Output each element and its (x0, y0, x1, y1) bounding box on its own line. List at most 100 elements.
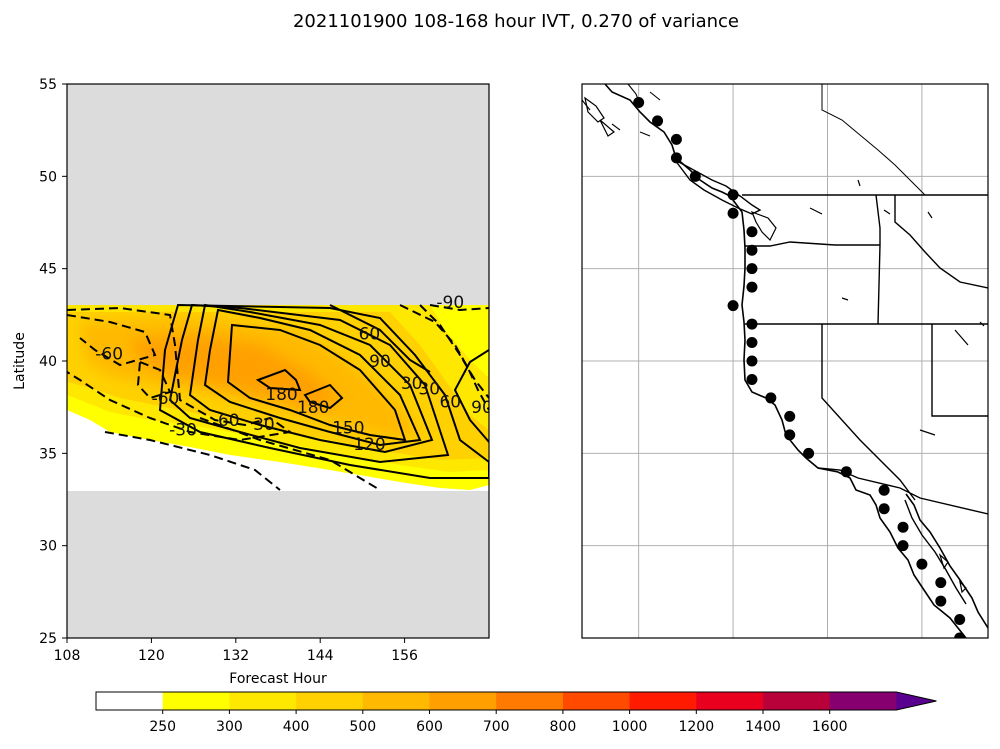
map-point (727, 189, 739, 201)
x-tick-label: 132 (222, 648, 249, 664)
map-point (652, 115, 664, 127)
x-tick-label: 144 (307, 648, 334, 664)
contour-negative-60-east (419, 304, 489, 399)
contour-positive-30-east (453, 349, 489, 443)
ivt-axis-ticks: 108 120 132 144 156 25 30 35 40 45 50 55 (39, 77, 418, 664)
colorbar-tick-label: 1600 (812, 719, 848, 735)
map-point (878, 484, 890, 496)
map-point (746, 318, 758, 330)
contour-label: 60 (218, 411, 240, 431)
contour-negative-90 (399, 304, 489, 411)
y-tick-label: 30 (39, 539, 57, 555)
map-point (935, 577, 947, 589)
contour-positive-150 (226, 323, 407, 442)
map-point (689, 170, 701, 182)
map-point (954, 632, 966, 638)
colorbar-segment (229, 692, 297, 710)
x-tick-label: 108 (54, 648, 81, 664)
y-tick-label: 50 (39, 169, 57, 185)
contour-positive-180b (303, 383, 344, 410)
colorbar-segment (162, 692, 230, 710)
contour-label: -30 (169, 420, 197, 440)
contour-label: 120 (353, 435, 385, 455)
southeast-alaska-fjords (582, 84, 661, 137)
contour-label: -60 (95, 345, 123, 365)
contour-label: 60 (439, 393, 461, 413)
map-point (897, 521, 909, 533)
contour-label: 180 (265, 385, 297, 405)
colorbar-segment (696, 692, 764, 710)
y-tick-label: 45 (39, 262, 57, 278)
map-point (746, 244, 758, 256)
x-axis-title: Forecast Hour (229, 671, 327, 687)
colorbar-tick-label: 1000 (612, 719, 648, 735)
variance-negative-contours (67, 304, 489, 491)
contour-label: 150 (332, 418, 364, 438)
map-point (840, 466, 852, 478)
map-point (746, 226, 758, 238)
contour-positive-180 (255, 368, 302, 392)
colorbar-segment (629, 692, 697, 710)
contour-positive-120 (203, 308, 422, 447)
map-point (897, 540, 909, 552)
colorbar-segments (95, 691, 937, 711)
map-point (803, 447, 815, 459)
map-points (633, 96, 966, 638)
contour-label: 30 (253, 415, 275, 435)
vancouver-island (674, 159, 762, 215)
y-axis-title: Latitude (12, 332, 28, 390)
contour-label: -60 (152, 389, 180, 409)
contour-label: -90 (436, 293, 464, 313)
map-point (878, 503, 890, 515)
colorbar-ticks: 250 300 400 500 600 700 800 1000 1200 1400 1600 (149, 710, 848, 735)
map-point (670, 133, 682, 145)
colorbar-tick-label: 500 (349, 719, 376, 735)
gulf-of-california-islands (938, 553, 967, 594)
y-tick-label: 55 (39, 77, 57, 93)
variance-line-contours (158, 303, 489, 479)
colorbar-tick-label: 600 (416, 719, 443, 735)
map-point (727, 207, 739, 219)
map-geography (582, 84, 988, 638)
contour-negative-90b (429, 304, 489, 312)
colorbar-tick-label: 250 (149, 719, 176, 735)
contour-negative-60 (67, 314, 157, 367)
contour-negative-60b (136, 360, 172, 400)
figure-title: 2021101900 108-168 hour IVT, 0.270 of va… (293, 11, 739, 32)
contour-label: 90 (471, 398, 493, 418)
contour-positive-30 (158, 303, 489, 479)
colorbar-tick-label: 1400 (745, 719, 781, 735)
colorbar-tick-label: 800 (550, 719, 577, 735)
map-point (765, 392, 777, 404)
map-point (935, 595, 947, 607)
contour-positive-60 (168, 303, 450, 464)
colorbar-segment (296, 692, 364, 710)
colorbar-outline (95, 691, 937, 711)
colorbar-segment (362, 692, 431, 710)
contour-label: 30 (401, 374, 423, 394)
map-panel (581, 83, 989, 639)
colorbar-tick-label: 300 (216, 719, 243, 735)
province-border (821, 84, 926, 196)
map-point (954, 614, 966, 626)
map-point (746, 373, 758, 385)
map-point (916, 558, 928, 570)
small-lakes (809, 179, 985, 436)
contour-negative-30c (199, 417, 381, 491)
contour-label: 90 (369, 352, 391, 372)
colorbar-tick-label: 400 (283, 719, 310, 735)
baja-interior (904, 499, 967, 605)
haida-gwaii (584, 96, 615, 137)
contour-label: 30 (418, 380, 440, 400)
colorbar-segment (429, 692, 497, 710)
state-borders (745, 194, 988, 515)
y-tick-label: 25 (39, 631, 57, 647)
contour-negative-30b (104, 431, 281, 491)
colorbar-segment (562, 692, 631, 710)
y-tick-label: 40 (39, 354, 57, 370)
colorbar: 250 300 400 500 600 700 800 1000 1200 1400 1600 (95, 691, 937, 735)
map-point (746, 263, 758, 275)
